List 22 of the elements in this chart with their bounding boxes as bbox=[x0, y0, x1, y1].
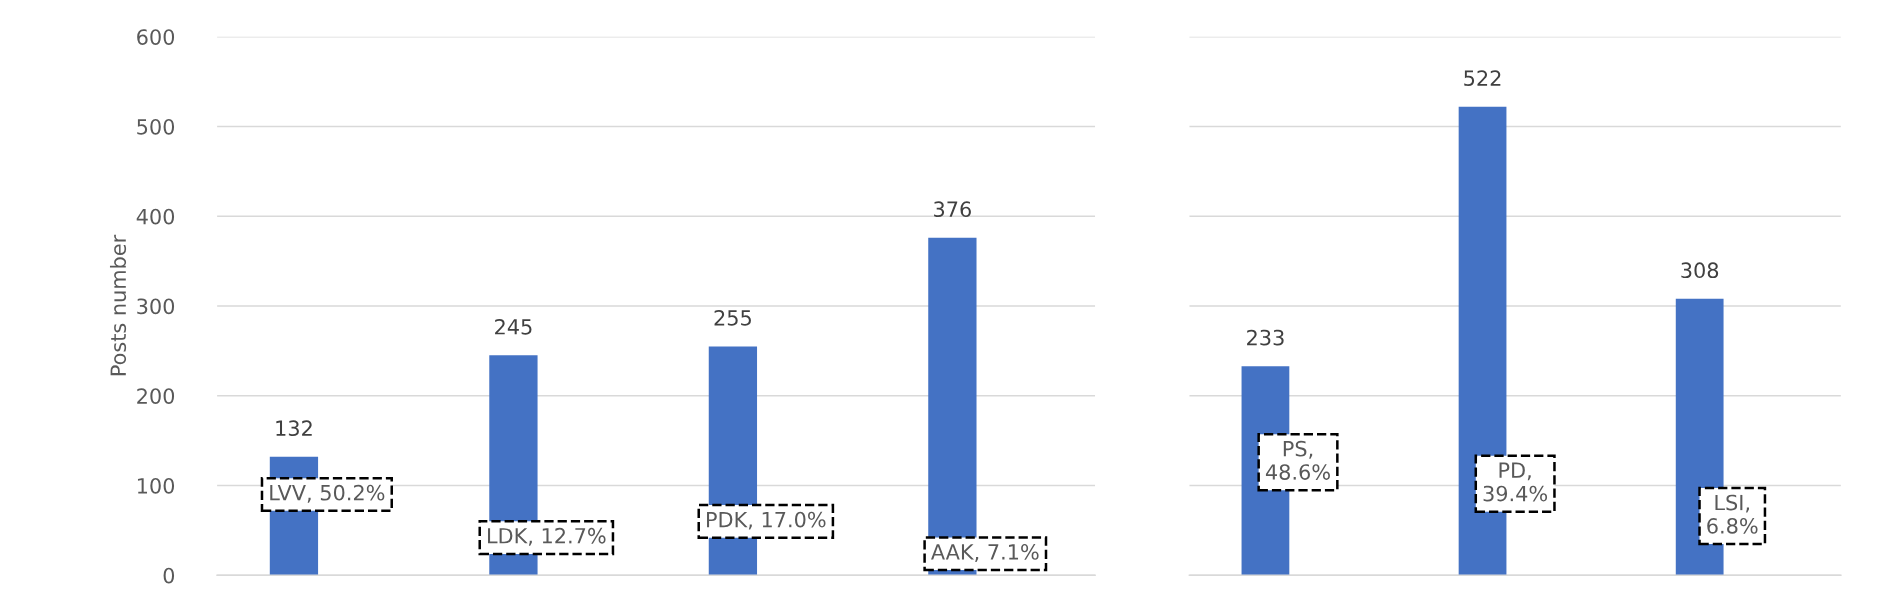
annotation: PD, 39.4% bbox=[1483, 462, 1548, 502]
y-tick-label: 100 bbox=[137, 477, 175, 494]
y-tick-label: 500 bbox=[137, 118, 175, 135]
annotation: LVV, 50.2% bbox=[270, 484, 385, 503]
annotation: LSI, 6.8% bbox=[1707, 494, 1758, 534]
y-tick-label: 300 bbox=[137, 298, 175, 315]
data-label: 376 bbox=[934, 201, 971, 218]
y-tick-label: 200 bbox=[137, 388, 175, 404]
annotation: LDK, 12.7% bbox=[488, 527, 606, 546]
y-tick-label: 400 bbox=[136, 208, 175, 225]
y-axis-title: Posts number bbox=[109, 234, 127, 376]
data-label: 233 bbox=[1247, 329, 1284, 346]
data-label: 308 bbox=[1681, 262, 1719, 279]
annotation: PDK, 17.0% bbox=[707, 511, 826, 530]
data-label: 255 bbox=[714, 309, 751, 326]
data-label: 245 bbox=[495, 318, 532, 335]
data-label: 132 bbox=[276, 420, 312, 437]
y-tick-label: 600 bbox=[137, 29, 175, 45]
annotation: PS, 48.6% bbox=[1265, 440, 1330, 480]
y-tick-label: 0 bbox=[163, 567, 175, 584]
annotation: AAK, 7.1% bbox=[931, 544, 1039, 562]
data-label: 522 bbox=[1464, 70, 1501, 87]
